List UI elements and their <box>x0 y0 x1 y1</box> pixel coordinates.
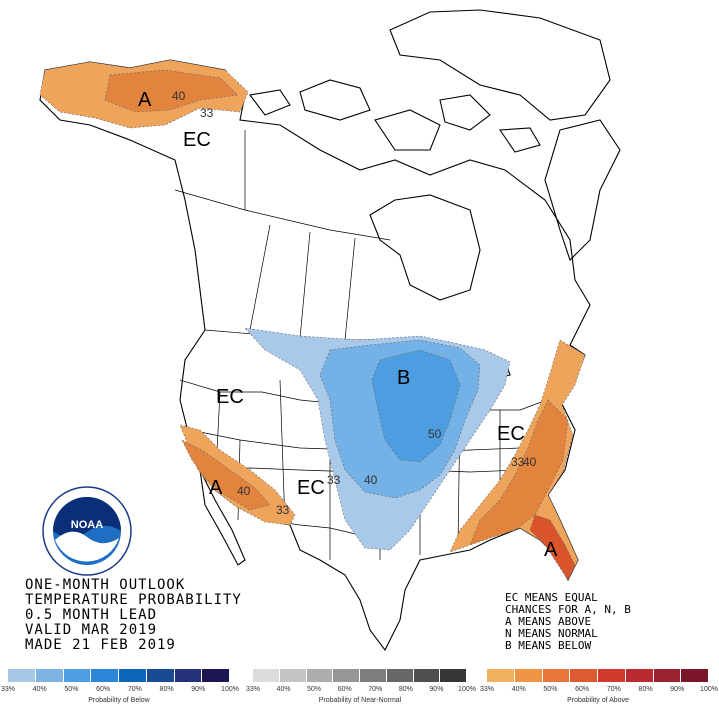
normal-scale-swatch <box>333 669 360 682</box>
below-scale-swatch <box>8 669 36 682</box>
contour-label: 33 <box>327 473 341 487</box>
contour-label: 50 <box>428 427 442 441</box>
below-scale-tick: 90% <box>191 686 206 693</box>
contour-label: 40 <box>172 89 186 103</box>
southwest-above-33 <box>179 424 296 526</box>
above-scale-tick: 80% <box>638 686 653 693</box>
below-scale-tick: 80% <box>159 686 174 693</box>
normal-scale-tick: 60% <box>337 686 352 693</box>
contour-label: 33 <box>200 106 214 120</box>
southeast-above-40 <box>469 399 569 546</box>
southwest-above-40 <box>181 439 271 511</box>
normal-scale-swatch <box>413 669 441 682</box>
above-scale-tick: 60% <box>575 686 590 693</box>
outlook-lead: 0.5 MONTH LEAD <box>25 607 158 623</box>
normal-scale-swatch <box>360 669 387 682</box>
above-scale-swatch <box>653 669 682 682</box>
region-label: EC <box>216 386 244 408</box>
outlook-valid: VALID MAR 2019 <box>25 622 158 638</box>
contour-label: 33 <box>276 503 290 517</box>
florida-above-50 <box>529 514 576 581</box>
below-scale-tick: 60% <box>96 686 111 693</box>
above-scale-tick: 40% <box>511 686 526 693</box>
normal-color-scale <box>253 669 467 682</box>
above-scale-swatch <box>625 669 654 682</box>
normal-scale-tick: 70% <box>368 686 383 693</box>
above-scale-swatch <box>514 669 543 682</box>
above-scale-tick: 50% <box>543 686 558 693</box>
below-scale-swatch <box>174 669 203 682</box>
region-label: B <box>397 367 410 389</box>
below-scale-tick: 33% <box>0 686 16 693</box>
above-scale-tick: 100% <box>700 686 718 693</box>
normal-scale-title: Probability of Near-Normal <box>318 697 402 704</box>
outlook-made: MADE 21 FEB 2019 <box>25 637 176 653</box>
above-scale-swatch <box>487 669 515 682</box>
normal-scale-swatch <box>440 669 467 682</box>
above-scale-tick: 70% <box>606 686 621 693</box>
probability-shading <box>39 59 586 581</box>
legend-line: CHANCES FOR A, N, B <box>505 603 631 616</box>
below-scale-swatch <box>146 669 175 682</box>
normal-scale-swatch <box>279 669 307 682</box>
legend-line: A MEANS ABOVE <box>505 615 592 628</box>
legend-line: B MEANS BELOW <box>505 639 592 652</box>
alaska-above-40 <box>104 69 239 113</box>
below-scale-title: Probability of Below <box>88 697 150 704</box>
outlook-title: ONE-MONTH OUTLOOK <box>25 577 186 593</box>
below-scale-swatch <box>63 669 92 682</box>
above-scale-swatch <box>570 669 598 682</box>
below-color-scale <box>8 669 230 682</box>
contour-label: 40 <box>523 455 537 469</box>
normal-scale-swatch <box>253 669 280 682</box>
region-labels: A EC EC B EC EC A A <box>138 89 558 561</box>
below-scale-tick: 100% <box>221 686 239 693</box>
region-label: A <box>209 477 223 499</box>
below-scale-tick: 40% <box>32 686 47 693</box>
forecast-map: A EC EC B EC EC A A 40 33 50 33 40 40 33… <box>39 9 621 652</box>
above-scale-swatch <box>598 669 626 682</box>
normal-scale-tick: 80% <box>398 686 413 693</box>
outlook-info: ONE-MONTH OUTLOOK TEMPERATURE PROBABILITY… <box>25 578 242 653</box>
above-scale-swatch <box>542 669 571 682</box>
below-scale-swatch <box>119 669 147 682</box>
contour-label: 40 <box>364 473 378 487</box>
contour-labels: 40 33 50 33 40 40 33 33 40 <box>172 89 537 517</box>
below-scale-tick: 70% <box>127 686 142 693</box>
central-below-50 <box>371 349 461 463</box>
region-label: EC <box>183 129 211 151</box>
normal-scale-tick: 40% <box>276 686 291 693</box>
normal-scale-swatch <box>306 669 334 682</box>
region-label: EC <box>297 477 325 499</box>
normal-scale-tick: 90% <box>429 686 444 693</box>
above-scale-swatch <box>681 669 709 682</box>
region-label: A <box>138 89 152 111</box>
normal-scale-tick: 50% <box>307 686 322 693</box>
noaa-logo: NOAA <box>42 486 132 576</box>
above-scale-tick: 90% <box>670 686 685 693</box>
region-label: A <box>544 539 558 561</box>
normal-scale-swatch <box>386 669 414 682</box>
normal-scale-tick: 100% <box>458 686 476 693</box>
outlook-variable: TEMPERATURE PROBABILITY <box>25 592 242 608</box>
legend-line: EC MEANS EQUAL <box>505 591 598 604</box>
below-scale-swatch <box>35 669 64 682</box>
contour-label: 33 <box>511 455 525 469</box>
below-scale-tick: 50% <box>64 686 79 693</box>
contour-label: 40 <box>237 484 251 498</box>
above-scale-tick: 33% <box>479 686 495 693</box>
above-color-scale <box>487 669 709 682</box>
below-scale-swatch <box>202 669 230 682</box>
legend-line: N MEANS NORMAL <box>505 627 598 640</box>
region-label: EC <box>497 423 525 445</box>
above-scale-title: Probability of Above <box>567 697 629 704</box>
below-scale-swatch <box>91 669 119 682</box>
logo-text: NOAA <box>71 519 103 531</box>
normal-scale-tick: 33% <box>245 686 261 693</box>
